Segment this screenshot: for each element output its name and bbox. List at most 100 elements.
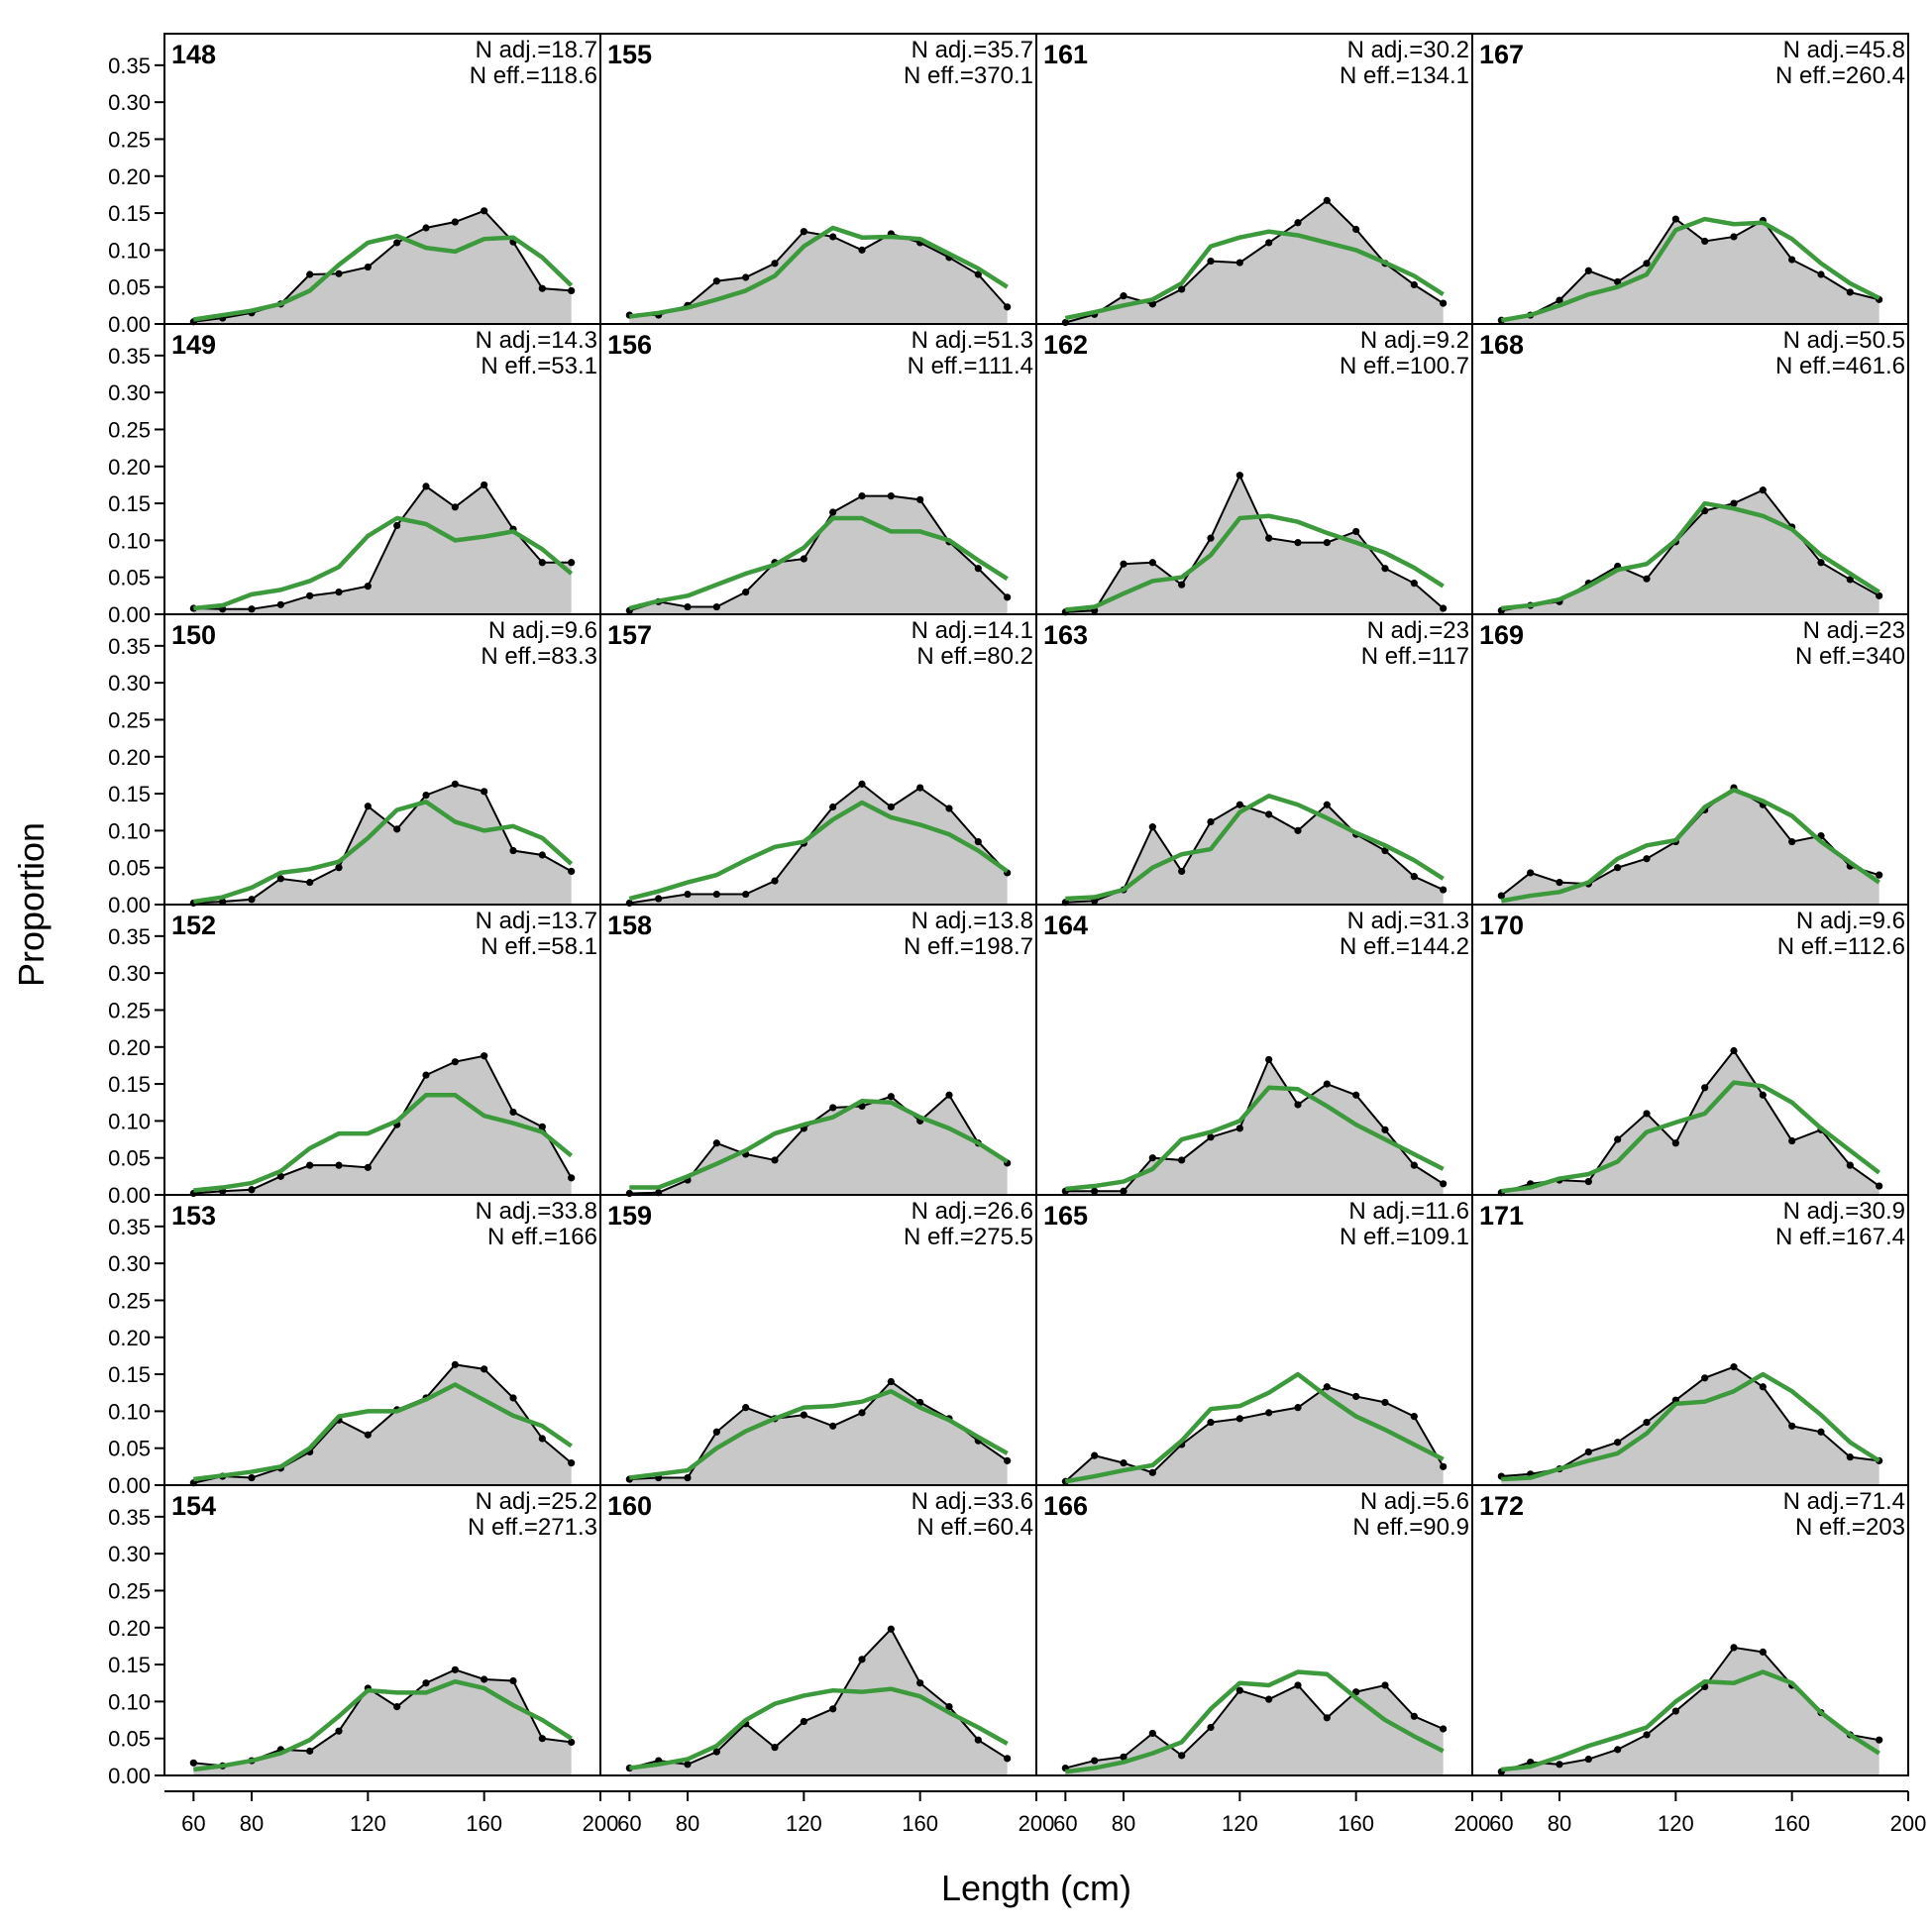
observed-point	[1643, 1110, 1651, 1118]
observed-point	[276, 600, 284, 608]
panel-id-label: 171	[1479, 1201, 1524, 1231]
observed-line	[193, 783, 573, 905]
expected-line	[193, 1093, 574, 1193]
observed-point	[1410, 1413, 1418, 1421]
observed-line	[193, 1054, 573, 1195]
observed-point	[916, 495, 924, 503]
y-tick-label: 0.25	[108, 127, 151, 152]
observed-point	[335, 1161, 343, 1169]
y-tick-label: 0.35	[108, 1215, 151, 1239]
observed-point	[451, 503, 459, 511]
panel-id-label: 167	[1479, 40, 1524, 69]
observed-point	[712, 1748, 720, 1756]
observed-point	[1265, 1055, 1273, 1064]
observed-point	[451, 1360, 459, 1368]
observed-point	[742, 273, 750, 281]
n-adj-label: N adj.=18.7	[476, 37, 597, 63]
y-tick-label: 0.20	[108, 1035, 151, 1060]
observed-point	[335, 589, 343, 596]
y-tick-label: 0.35	[108, 54, 151, 78]
observed-point	[858, 246, 866, 254]
observed-point	[625, 1189, 633, 1198]
observed-point	[712, 890, 720, 899]
observed-point	[1207, 1133, 1215, 1141]
expected-line	[1065, 1669, 1445, 1774]
panel-171: 171 N adj.=30.9N eff.=167.4	[1471, 1194, 1909, 1486]
observed-point	[916, 1679, 924, 1687]
panel-169: 169 N adj.=23N eff.=340	[1471, 613, 1909, 906]
observed-point	[684, 1761, 692, 1769]
observed-point	[1701, 1084, 1709, 1092]
n-adj-label: N adj.=30.9	[1783, 1198, 1905, 1225]
observed-line	[1065, 803, 1445, 904]
observed-point	[1235, 472, 1243, 480]
observed-point	[1148, 559, 1156, 567]
observed-point	[1235, 1125, 1243, 1132]
observed-point	[422, 1071, 430, 1079]
observed-area	[193, 1055, 572, 1195]
observed-point	[1323, 1080, 1331, 1088]
observed-point	[1294, 1101, 1302, 1109]
expected-line	[629, 1388, 1009, 1480]
panel-163: 163 N adj.=23N eff.=117	[1035, 613, 1473, 907]
observed-point	[1120, 1459, 1127, 1467]
expected-line	[1065, 513, 1445, 612]
observed-point	[1178, 867, 1186, 876]
observed-point	[481, 481, 488, 489]
observed-point	[945, 1703, 953, 1711]
n-adj-label: N adj.=11.6	[1348, 1198, 1469, 1225]
observed-point	[248, 1186, 256, 1194]
panel-id-label: 172	[1479, 1491, 1524, 1521]
expected-line	[629, 1686, 1009, 1771]
observed-area	[629, 1095, 1008, 1195]
observed-point	[248, 896, 256, 904]
observed-point	[1788, 837, 1796, 846]
y-tick-label: 0.35	[108, 924, 151, 949]
observed-point	[1410, 580, 1418, 588]
observed-point	[858, 492, 866, 500]
y-tick-label: 0.35	[108, 344, 151, 369]
n-eff-label: N eff.=111.4	[908, 353, 1033, 379]
n-eff-label: N eff.=58.1	[481, 933, 597, 960]
panel-id-label: 169	[1479, 620, 1524, 650]
observed-point	[1381, 565, 1389, 573]
observed-point	[568, 867, 576, 876]
observed-point	[1323, 196, 1331, 204]
observed-point	[742, 1404, 750, 1412]
observed-line	[1065, 1683, 1445, 1770]
observed-point	[1556, 296, 1563, 304]
observed-point	[1207, 257, 1215, 266]
observed-point	[568, 1459, 576, 1467]
observed-point	[1235, 259, 1243, 267]
observed-point	[1381, 1398, 1389, 1407]
x-tick-label: 200	[1454, 1811, 1491, 1836]
expected-line	[193, 1678, 573, 1772]
x-tick-label: 120	[350, 1811, 386, 1836]
panel-id-label: 150	[171, 620, 216, 650]
n-eff-label: N eff.=166	[487, 1224, 597, 1250]
panel-id-label: 152	[171, 911, 216, 940]
observed-point	[364, 583, 372, 590]
panel-157: 157 N adj.=14.1N eff.=80.2	[599, 613, 1037, 908]
panel-166: 166 N adj.=5.6N eff.=90.9	[1035, 1484, 1473, 1776]
observed-point	[1207, 534, 1215, 542]
observed-point	[1323, 1714, 1331, 1722]
observed-line	[629, 230, 1009, 317]
x-tick-label: 120	[1222, 1811, 1258, 1836]
y-tick-label: 0.00	[108, 312, 151, 337]
observed-point	[1178, 1156, 1186, 1164]
observed-point	[1556, 1761, 1563, 1769]
observed-point	[1148, 1729, 1156, 1738]
observed-point	[481, 1052, 488, 1060]
y-tick-label: 0.10	[108, 1109, 151, 1133]
observed-point	[1876, 1736, 1883, 1744]
observed-point	[1846, 1161, 1854, 1169]
panel-id-label: 159	[607, 1201, 652, 1231]
observed-point	[335, 1727, 343, 1735]
observed-point	[1788, 1422, 1796, 1430]
n-eff-label: N eff.=271.3	[468, 1514, 597, 1541]
y-tick-label: 0.25	[108, 1288, 151, 1313]
observed-point	[509, 1676, 517, 1685]
observed-line	[1501, 217, 1879, 322]
observed-point	[1265, 810, 1273, 818]
